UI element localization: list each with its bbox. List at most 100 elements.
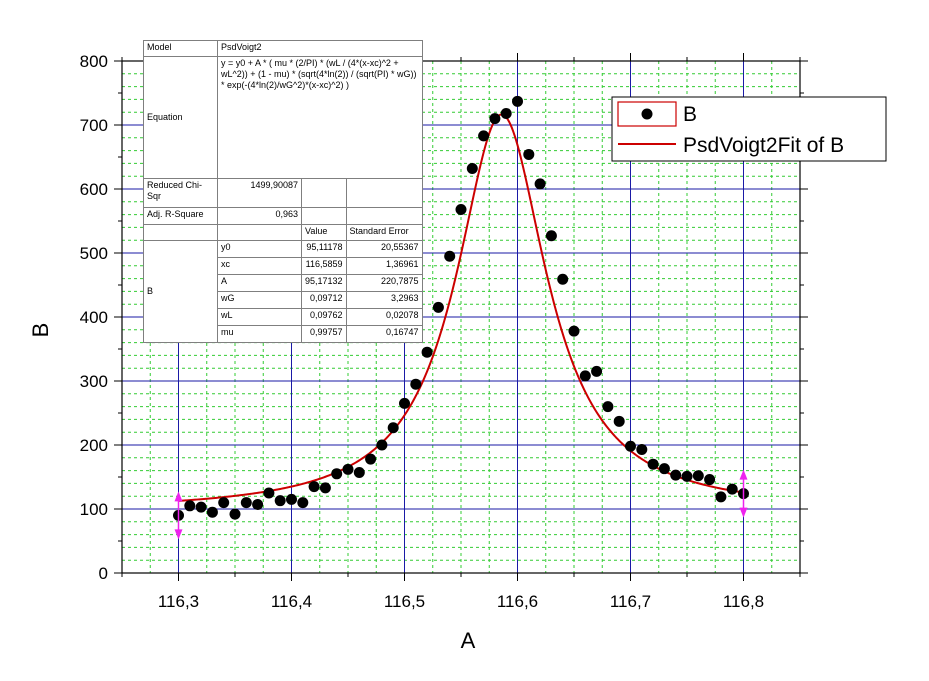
data-point (206, 506, 218, 518)
param-value: 0,09712 (301, 291, 347, 309)
data-point (715, 491, 727, 503)
legend-entry-fit: PsdVoigt2Fit of B (683, 134, 844, 157)
data-point (410, 378, 422, 390)
legend-box (611, 96, 887, 162)
range-marker-left (174, 491, 183, 540)
data-point (726, 483, 738, 495)
data-point (568, 325, 580, 337)
y-tick-label: 0 (99, 564, 108, 583)
param-error: 3,2963 (345, 291, 423, 309)
data-point (240, 497, 252, 509)
data-point (342, 463, 354, 475)
empty-cell (143, 224, 218, 241)
range-marker-arrow-up (739, 469, 748, 480)
fit-results-table: Model PsdVoigt2 Equation y = y0 + A * ( … (143, 40, 423, 343)
x-tick-label: 116,7 (610, 592, 651, 611)
range-markers (174, 469, 748, 540)
model-value: PsdVoigt2 (217, 40, 423, 57)
data-point (625, 440, 636, 452)
data-point (534, 178, 546, 190)
data-point (500, 107, 512, 119)
data-point (591, 365, 603, 377)
data-point (647, 458, 659, 470)
param-error: 0,02078 (345, 308, 423, 326)
data-point (263, 487, 275, 499)
range-marker-right (739, 469, 748, 518)
empty-cell (301, 207, 347, 225)
param-name: mu (217, 325, 302, 343)
data-point (545, 230, 557, 242)
empty-cell (345, 207, 423, 225)
data-point (308, 481, 320, 493)
x-tick-label: 116,5 (384, 592, 425, 611)
data-point (455, 203, 467, 215)
data-point (286, 493, 297, 505)
data-point (376, 439, 388, 451)
data-point (579, 370, 591, 382)
x-axis-title: A (461, 628, 476, 653)
y-axis-ticks: 0 100 200 300 400 500 600 700 800 (80, 52, 808, 583)
param-value: 116,5859 (301, 257, 347, 275)
param-name: A (217, 274, 302, 292)
data-point (218, 497, 230, 509)
data-point (229, 508, 241, 520)
empty-cell (217, 224, 302, 241)
data-point (670, 469, 682, 481)
data-point (704, 474, 716, 486)
data-point (365, 453, 377, 465)
data-point (681, 470, 693, 482)
data-point (252, 499, 264, 511)
y-axis-title: B (28, 323, 53, 338)
legend-entry-b: B (683, 103, 697, 126)
value-header: Value (301, 224, 347, 241)
y-tick-label: 700 (80, 116, 108, 135)
range-marker-arrow-down (739, 507, 748, 518)
data-point (331, 468, 343, 480)
data-point (399, 397, 410, 409)
data-point (613, 415, 625, 427)
y-tick-label: 300 (80, 372, 108, 391)
x-tick-label: 116,6 (497, 592, 538, 611)
data-point (184, 500, 196, 512)
param-error: 1,36961 (345, 257, 423, 275)
param-name: xc (217, 257, 302, 275)
data-point (432, 301, 444, 313)
param-name: y0 (217, 240, 302, 258)
legend-point-swatch (617, 101, 677, 127)
legend-point-marker (641, 108, 653, 120)
data-point (489, 113, 501, 125)
x-tick-label: 116,4 (271, 592, 312, 611)
range-marker-arrow-down (174, 529, 183, 540)
y-tick-label: 400 (80, 308, 108, 327)
chi-value: 1499,90087 (217, 178, 302, 208)
data-point (353, 467, 365, 479)
y-tick-label: 500 (80, 244, 108, 263)
legend: B PsdVoigt2Fit of B (611, 96, 887, 162)
param-error: 0,16747 (345, 325, 423, 343)
equation-label: Equation (143, 56, 218, 179)
r2-value: 0,963 (217, 207, 302, 225)
range-marker-arrow-up (174, 491, 183, 502)
data-point (658, 463, 670, 475)
data-point (421, 346, 433, 358)
empty-cell (301, 178, 347, 208)
data-point (387, 422, 399, 434)
x-tick-label: 116,8 (723, 592, 764, 611)
model-label: Model (143, 40, 218, 57)
data-point (466, 163, 478, 175)
error-header: Standard Error (345, 224, 423, 241)
param-value: 95,17132 (301, 274, 347, 292)
data-point (319, 482, 331, 494)
data-point (602, 401, 614, 413)
data-point (274, 495, 286, 507)
param-name: wL (217, 308, 302, 326)
data-point (636, 443, 648, 455)
x-tick-label: 116,3 (158, 592, 199, 611)
chi-label: Reduced Chi-Sqr (143, 178, 218, 208)
data-points (173, 95, 749, 521)
data-point (523, 148, 535, 160)
data-point (478, 130, 490, 142)
y-tick-label: 100 (80, 500, 108, 519)
param-value: 0,99757 (301, 325, 347, 343)
